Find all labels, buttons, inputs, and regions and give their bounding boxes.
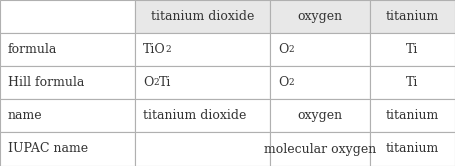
Bar — [370, 132, 455, 166]
Bar — [370, 99, 455, 132]
Text: molecular oxygen: molecular oxygen — [264, 142, 376, 156]
Text: 2: 2 — [166, 45, 172, 54]
Bar — [270, 99, 370, 132]
Text: 2: 2 — [153, 78, 159, 87]
Text: titanium dioxide: titanium dioxide — [143, 109, 246, 122]
Text: titanium dioxide: titanium dioxide — [151, 10, 254, 23]
Text: Hill formula: Hill formula — [8, 76, 84, 89]
Bar — [0, 33, 135, 66]
Bar — [370, 33, 455, 66]
Text: formula: formula — [8, 43, 57, 56]
Text: name: name — [8, 109, 43, 122]
Bar — [135, 66, 270, 99]
Bar — [270, 0, 370, 33]
Bar — [135, 132, 270, 166]
Text: titanium: titanium — [386, 109, 439, 122]
Bar — [135, 33, 270, 66]
Bar — [270, 132, 370, 166]
Text: titanium: titanium — [386, 10, 439, 23]
Bar — [370, 0, 455, 33]
Bar — [370, 66, 455, 99]
Text: O: O — [278, 43, 288, 56]
Bar — [135, 99, 270, 132]
Text: Ti: Ti — [159, 76, 172, 89]
Bar — [270, 66, 370, 99]
Text: O: O — [278, 76, 288, 89]
Text: Ti: Ti — [406, 76, 419, 89]
Bar — [0, 0, 135, 33]
Text: oxygen: oxygen — [298, 10, 343, 23]
Bar — [0, 99, 135, 132]
Bar — [270, 33, 370, 66]
Text: IUPAC name: IUPAC name — [8, 142, 88, 156]
Text: TiO: TiO — [143, 43, 166, 56]
Bar — [0, 132, 135, 166]
Text: O: O — [143, 76, 153, 89]
Text: 2: 2 — [288, 45, 294, 54]
Bar — [0, 66, 135, 99]
Text: 2: 2 — [288, 78, 294, 87]
Text: oxygen: oxygen — [298, 109, 343, 122]
Text: titanium: titanium — [386, 142, 439, 156]
Text: Ti: Ti — [406, 43, 419, 56]
Bar — [135, 0, 270, 33]
